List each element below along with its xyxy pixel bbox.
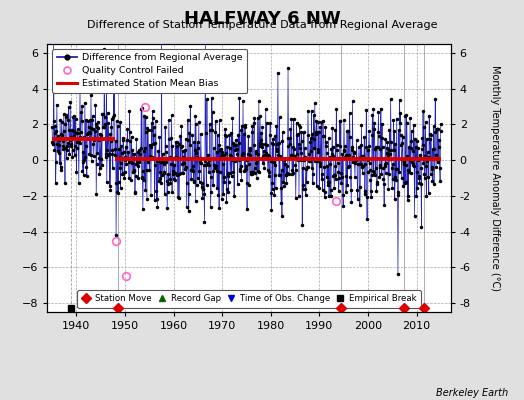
Text: Berkeley Earth: Berkeley Earth (436, 388, 508, 398)
Y-axis label: Monthly Temperature Anomaly Difference (°C): Monthly Temperature Anomaly Difference (… (490, 65, 500, 291)
Text: HALFWAY 6 NW: HALFWAY 6 NW (183, 10, 341, 28)
Legend: Station Move, Record Gap, Time of Obs. Change, Empirical Break: Station Move, Record Gap, Time of Obs. C… (77, 290, 421, 308)
Text: Difference of Station Temperature Data from Regional Average: Difference of Station Temperature Data f… (87, 20, 437, 30)
